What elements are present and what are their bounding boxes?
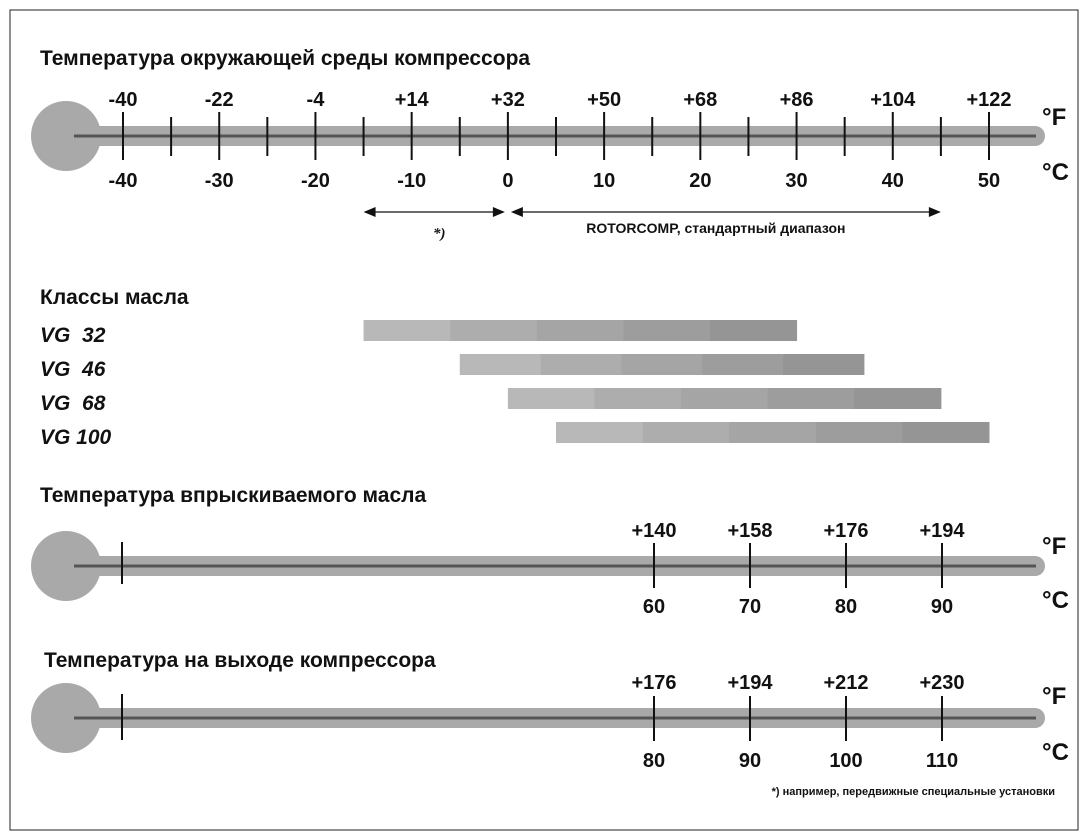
injected-thermometer xyxy=(31,531,1045,601)
oil-classes-title: Классы масла xyxy=(40,286,189,309)
ambient-f-tick-label: -22 xyxy=(205,89,234,111)
injected-f-unit: °F xyxy=(1042,533,1066,560)
ambient-c-tick-label: -30 xyxy=(205,170,234,192)
injected-f-tick-label: +158 xyxy=(727,520,772,542)
oil-class-bar-segment xyxy=(540,354,622,375)
oil-class-bar-segment xyxy=(556,422,644,443)
mobile-range-footnote-mark: *) xyxy=(433,226,446,242)
oil-class-bar-segment xyxy=(709,320,798,341)
injected-f-tick-label: +194 xyxy=(919,520,965,542)
ambient-f-tick-label: +50 xyxy=(587,89,621,111)
oil-class-bar-segment xyxy=(729,422,817,443)
oil-class-bar-segment xyxy=(459,354,542,375)
ambient-f-tick-label: +14 xyxy=(395,89,430,111)
oil-class-bars xyxy=(363,320,990,443)
outlet-f-unit: °F xyxy=(1042,683,1066,710)
ambient-c-tick-label: 10 xyxy=(593,170,615,192)
oil-class-bar-segment xyxy=(507,388,595,409)
oil-class-bar-segment xyxy=(363,320,451,341)
injected-c-tick-label: 90 xyxy=(931,596,953,618)
range-arrows xyxy=(363,207,941,217)
oil-class-label: VG 100 xyxy=(40,426,112,449)
ambient-f-tick-label: -4 xyxy=(307,89,326,111)
ambient-c-tick-label: 50 xyxy=(978,170,1000,192)
ambient-c-unit: °C xyxy=(1042,159,1069,186)
ambient-f-tick-label: +68 xyxy=(683,89,717,111)
injected-celsius-labels: 60 70 80 90 xyxy=(643,596,953,618)
ambient-section: Температура окружающей среды компрессора… xyxy=(31,47,1069,242)
oil-class-bar-segment xyxy=(783,354,865,375)
outlet-celsius-labels: 80 90 100 110 xyxy=(643,750,958,772)
oil-class-bar-segment xyxy=(621,354,703,375)
ambient-title: Температура окружающей среды компрессора xyxy=(40,47,530,70)
injected-c-unit: °C xyxy=(1042,587,1069,614)
outlet-c-tick-label: 90 xyxy=(739,750,761,772)
oil-class-bar-segment xyxy=(902,422,990,443)
ambient-f-tick-label: +32 xyxy=(491,89,525,111)
outlet-c-unit: °C xyxy=(1042,739,1069,766)
ambient-f-tick-label: +122 xyxy=(966,89,1011,111)
ambient-c-tick-label: 40 xyxy=(882,170,904,192)
injected-f-tick-label: +176 xyxy=(823,520,868,542)
ambient-f-unit: °F xyxy=(1042,104,1066,131)
injected-c-tick-label: 60 xyxy=(643,596,665,618)
mobile-range-arrow xyxy=(363,207,505,217)
injected-title: Температура впрыскиваемого масла xyxy=(40,484,426,507)
footnote: *) например, передвижные специальные уст… xyxy=(772,786,1055,798)
ambient-f-tick-label: +86 xyxy=(780,89,814,111)
oil-class-bar-segment xyxy=(767,388,855,409)
outlet-c-tick-label: 110 xyxy=(926,750,958,772)
outlet-c-tick-label: 100 xyxy=(829,750,862,772)
outlet-title: Температура на выходе компрессора xyxy=(44,649,436,672)
outlet-c-tick-label: 80 xyxy=(643,750,665,772)
oil-class-bar-segment xyxy=(681,388,769,409)
oil-class-bar-segment xyxy=(854,388,942,409)
oil-classes-section: Классы масла VG 32 VG 46 VG 68 VG 100 xyxy=(40,286,990,449)
outlet-f-tick-label: +176 xyxy=(631,672,676,694)
ambient-c-tick-label: 30 xyxy=(785,170,807,192)
injected-c-tick-label: 70 xyxy=(739,596,761,618)
ambient-c-tick-label: 0 xyxy=(502,170,513,192)
ambient-f-tick-label: +104 xyxy=(870,89,916,111)
oil-class-bar-segment xyxy=(594,388,682,409)
injected-fahrenheit-labels: +140 +158 +176 +194 xyxy=(631,520,965,542)
ambient-major-ticks xyxy=(122,112,990,160)
outlet-thermometer xyxy=(31,683,1045,753)
ambient-c-tick-label: -10 xyxy=(397,170,426,192)
oil-class-bar-segment xyxy=(642,422,730,443)
injected-section: Температура впрыскиваемого масла +140 +1… xyxy=(31,484,1069,618)
oil-class-bar-segment xyxy=(623,320,711,341)
standard-range-label: ROTORCOMP, стандартный диапазон xyxy=(586,220,845,236)
ambient-c-tick-label: 20 xyxy=(689,170,711,192)
oil-class-bar-segment xyxy=(702,354,784,375)
ambient-c-tick-label: -20 xyxy=(301,170,330,192)
outlet-fahrenheit-labels: +176 +194 +212 +230 xyxy=(631,672,964,694)
outlet-ticks xyxy=(653,696,943,741)
ambient-fahrenheit-labels: -40 -22 -4 +14 +32 +50 +68 +86 +104 +122 xyxy=(109,89,1012,111)
oil-class-bar-segment xyxy=(536,320,624,341)
outlet-f-tick-label: +194 xyxy=(727,672,773,694)
outlet-section: Температура на выходе компрессора +176 +… xyxy=(31,649,1069,772)
oil-class-label: VG 68 xyxy=(40,392,106,415)
outlet-f-tick-label: +212 xyxy=(823,672,868,694)
oil-class-bar-segment xyxy=(450,320,538,341)
injected-f-tick-label: +140 xyxy=(631,520,676,542)
ambient-c-tick-label: -40 xyxy=(109,170,138,192)
injected-ticks xyxy=(653,543,943,588)
oil-class-bar-segment xyxy=(815,422,903,443)
ambient-f-tick-label: -40 xyxy=(109,89,138,111)
outlet-f-tick-label: +230 xyxy=(919,672,964,694)
oil-class-label: VG 46 xyxy=(40,358,106,381)
ambient-celsius-labels: -40 -30 -20 -10 0 10 20 30 40 50 xyxy=(109,170,1001,192)
injected-c-tick-label: 80 xyxy=(835,596,857,618)
standard-range-arrow xyxy=(510,207,941,217)
ambient-minor-ticks xyxy=(170,117,942,156)
oil-class-label: VG 32 xyxy=(40,324,106,347)
frame xyxy=(9,9,1079,831)
